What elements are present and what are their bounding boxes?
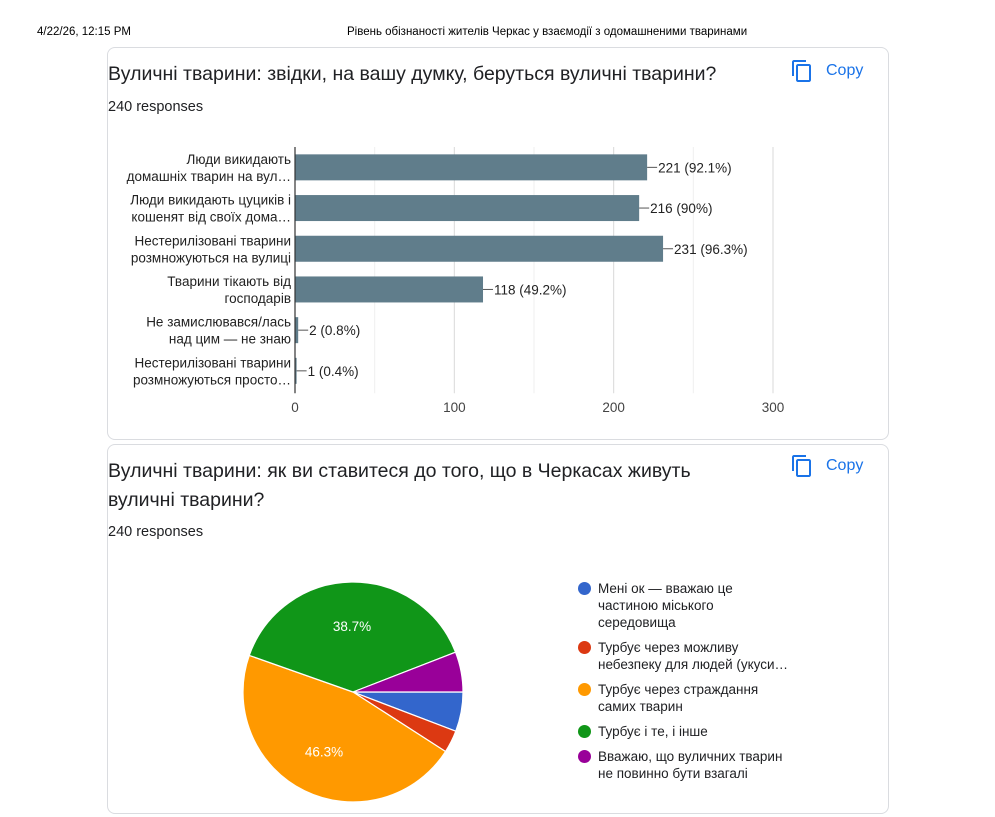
x-tick-label: 100 <box>443 400 466 415</box>
legend-item: Вважаю, що вуличних тварин не повинно бут… <box>578 748 818 782</box>
category-label: над цим — не знаю <box>169 332 291 347</box>
data-label: 221 (92.1%) <box>658 160 732 175</box>
legend-label: Вважаю, що вуличних тварин <box>598 749 783 764</box>
legend-swatch <box>578 750 591 763</box>
data-label: 231 (96.3%) <box>674 242 748 257</box>
category-label: Тварини тікають від <box>167 274 291 289</box>
copy-button[interactable]: Copy <box>790 59 863 83</box>
legend-label: небезпеку для людей (укуси… <box>598 657 789 672</box>
bar <box>295 154 648 181</box>
category-label: домашніх тварин на вул… <box>127 169 291 184</box>
question-title: Вуличні тварини: як ви ставитеся до того… <box>108 460 691 511</box>
data-label: 118 (49.2%) <box>494 282 567 297</box>
question-title: Вуличні тварини: звідки, на вашу думку, … <box>108 63 717 85</box>
category-label: Нестерилізовані тварини <box>134 355 291 370</box>
bar-chart: 0 100 200 300 Люди викидають домашніх тварин … <box>127 147 785 415</box>
data-label: 216 (90%) <box>650 201 712 216</box>
bar <box>295 195 640 222</box>
question-card-attitude: Вуличні тварини: як ви ставитеся до того… <box>107 444 889 814</box>
pie-slice <box>242 654 447 803</box>
legend-label: не повинно бути взагалі <box>598 766 748 781</box>
category-label: господарів <box>225 291 291 306</box>
bar <box>295 317 299 344</box>
print-header: 4/22/26, 12:15 PM Рівень обізнаності жит… <box>0 0 995 40</box>
legend-label: Мені ок — вважаю це <box>598 581 733 596</box>
bar <box>295 357 297 384</box>
copy-icon <box>792 60 811 82</box>
legend-item: Мені ок — вважаю це частиною міського сере… <box>578 580 818 631</box>
responses-count: 240 responses <box>108 99 204 115</box>
copy-button-label: Copy <box>826 457 864 474</box>
pie-slice-label: 38.7% <box>333 619 371 634</box>
category-label: розмножуються на вулиці <box>131 250 291 265</box>
legend-label: самих тварин <box>598 699 683 714</box>
category-label: Не замислювався/лась <box>146 315 291 330</box>
x-tick-label: 300 <box>762 400 785 415</box>
legend-swatch <box>578 725 591 738</box>
copy-button[interactable]: Copy <box>790 454 863 478</box>
category-label: кошенят від своїх дома… <box>131 210 291 225</box>
data-label: 1 (0.4%) <box>308 364 359 379</box>
copy-button-label: Copy <box>826 62 864 79</box>
legend-item: Турбує через страждання самих тварин <box>578 681 818 715</box>
copy-icon <box>792 455 811 477</box>
pie-legend: Мені ок — вважаю це частиною міського сере… <box>578 580 818 790</box>
category-label: розмножуються просто… <box>133 372 291 387</box>
legend-label: Турбує через страждання <box>598 682 759 697</box>
legend-label: середовища <box>598 615 676 630</box>
pie-slice-label: 46.3% <box>305 744 343 759</box>
legend-label: частиною міського <box>598 598 714 613</box>
category-label: Нестерилізовані тварини <box>134 233 291 248</box>
legend-swatch <box>578 582 591 595</box>
legend-label: Турбує через можливу <box>598 640 739 655</box>
print-form-title: Рівень обізнаності жителів Черкас у взає… <box>347 26 748 38</box>
category-label: Люди викидають <box>187 152 291 167</box>
print-datetime: 4/22/26, 12:15 PM <box>37 26 131 38</box>
legend-swatch <box>578 683 591 696</box>
bar <box>295 235 664 262</box>
data-label: 2 (0.8%) <box>309 323 360 338</box>
bar <box>295 276 484 303</box>
category-label: Люди викидають цуциків і <box>130 193 291 208</box>
pie-slice <box>352 651 464 693</box>
pie-chart: 46.3% 38.7% <box>242 581 464 803</box>
legend-swatch <box>578 641 591 654</box>
legend-item: Турбує і те, і інше <box>578 723 818 740</box>
legend-label: Турбує і те, і інше <box>598 724 708 739</box>
pie-slice <box>248 581 457 693</box>
x-tick-label: 200 <box>602 400 625 415</box>
legend-item: Турбує через можливу небезпеку для людей … <box>578 639 818 673</box>
responses-count: 240 responses <box>108 524 204 540</box>
x-tick-label: 0 <box>291 400 299 415</box>
question-card-sources: Вуличні тварини: звідки, на вашу думку, … <box>107 47 889 440</box>
